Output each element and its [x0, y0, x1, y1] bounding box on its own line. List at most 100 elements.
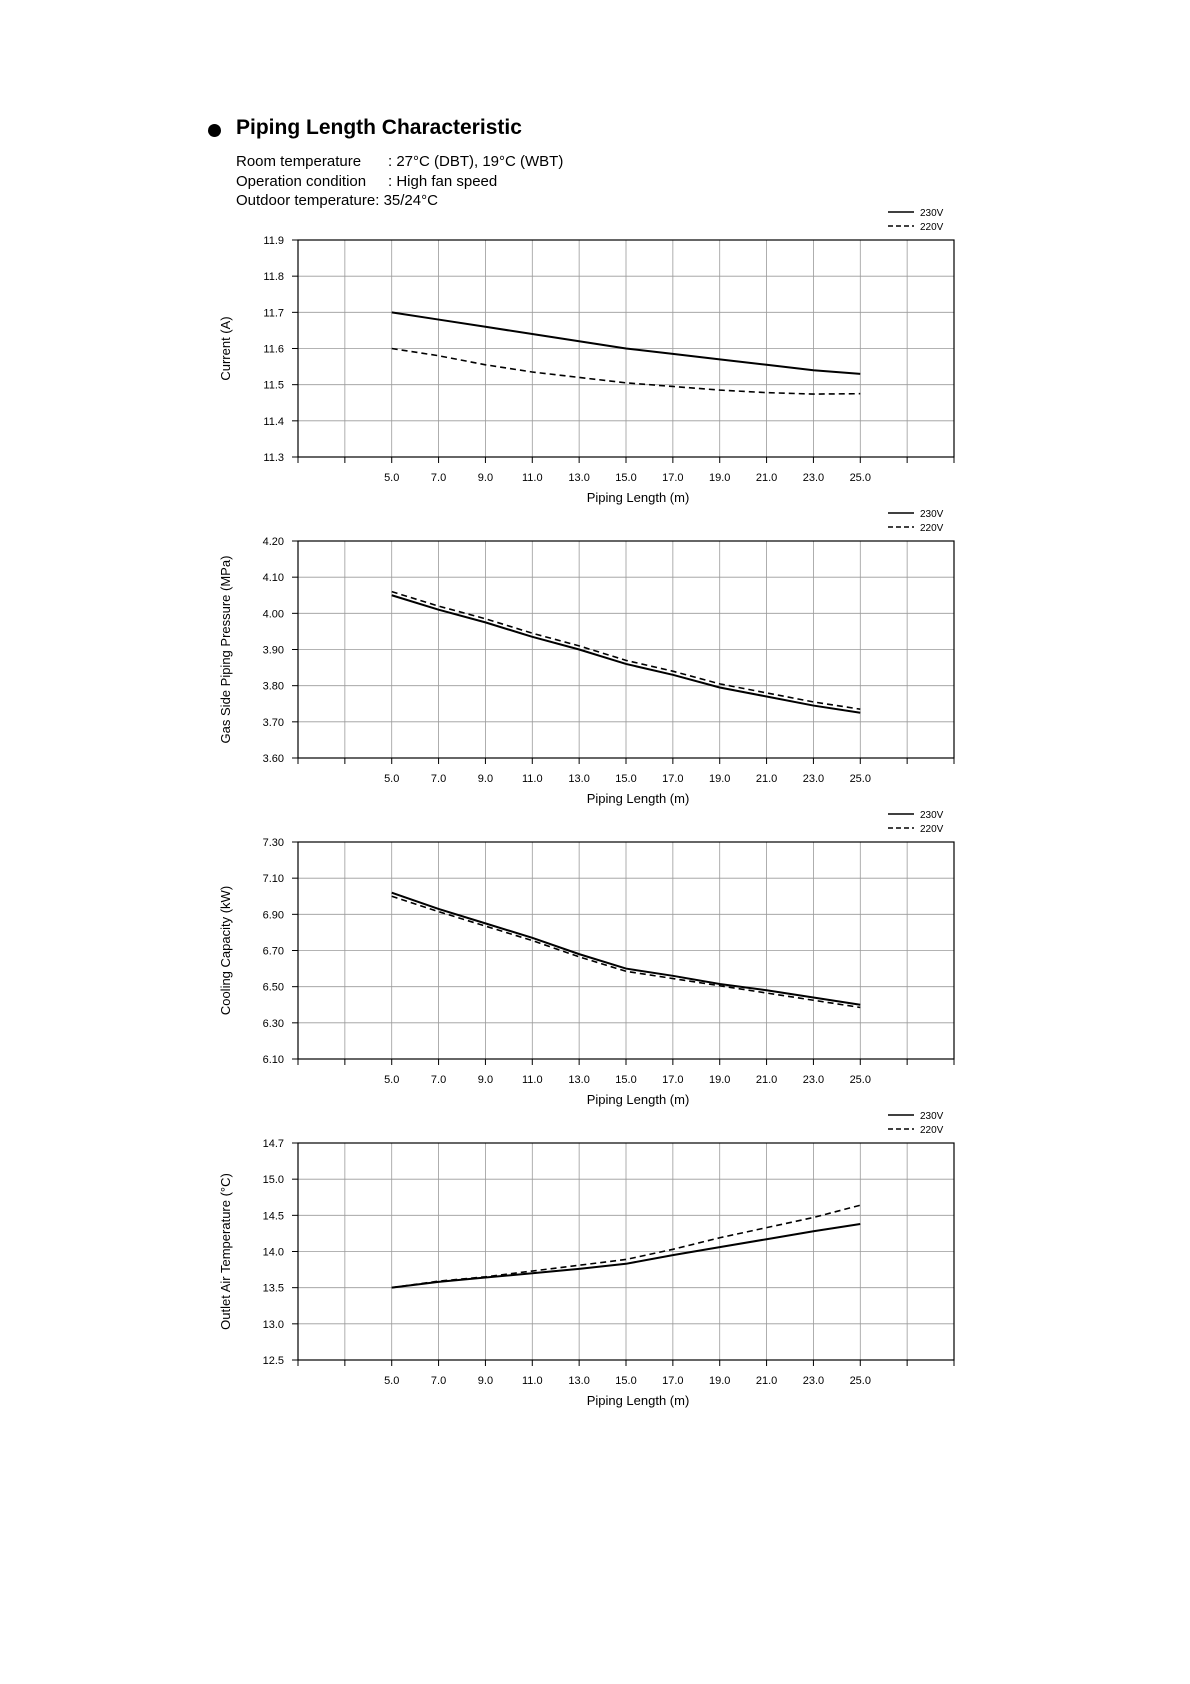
- y-tick-label: 14.0: [263, 1247, 284, 1259]
- x-tick-label: 19.0: [709, 773, 730, 785]
- y-tick-label: 6.50: [263, 982, 284, 994]
- condition-label: Outdoor temperature: [236, 192, 376, 209]
- x-axis-label: Piping Length (m): [587, 490, 690, 505]
- x-tick-label: 11.0: [522, 1074, 543, 1086]
- y-tick-label: 11.4: [263, 416, 284, 428]
- bullet-icon: [208, 124, 221, 137]
- legend-label: 230V: [920, 208, 944, 219]
- x-tick-label: 19.0: [709, 472, 730, 484]
- legend-label: 220V: [920, 1125, 944, 1136]
- x-tick-label: 11.0: [522, 773, 543, 785]
- y-tick-label: 12.5: [263, 1355, 284, 1367]
- x-tick-label: 21.0: [756, 1074, 777, 1086]
- x-tick-label: 19.0: [709, 1375, 730, 1387]
- test-conditions: Room temperature : 27°C (DBT), 19°C (WBT)…: [236, 152, 563, 211]
- x-tick-label: 19.0: [709, 1074, 730, 1086]
- x-tick-label: 7.0: [431, 1074, 446, 1086]
- y-tick-label: 11.9: [263, 235, 284, 247]
- page-title: Piping Length Characteristic: [236, 116, 522, 139]
- plot-frame: [297, 239, 955, 458]
- series-line-230v: [391, 594, 861, 714]
- condition-value: : 27°C (DBT), 19°C (WBT): [388, 153, 564, 170]
- y-tick-label: 3.60: [263, 753, 284, 765]
- series-line-220v: [391, 590, 861, 710]
- y-tick-label: 4.10: [263, 572, 284, 584]
- x-tick-label: 9.0: [478, 1375, 493, 1387]
- y-tick-label: 13.0: [263, 1319, 284, 1331]
- x-tick-label: 15.0: [615, 1375, 636, 1387]
- x-tick-label: 15.0: [615, 1074, 636, 1086]
- x-tick-label: 7.0: [431, 472, 446, 484]
- legend-label: 220V: [920, 523, 944, 534]
- series-line-220v: [391, 895, 861, 1009]
- x-tick-label: 15.0: [615, 773, 636, 785]
- condition-value: : 35/24°C: [375, 192, 438, 209]
- y-tick-label: 3.80: [263, 681, 284, 693]
- condition-row: Room temperature : 27°C (DBT), 19°C (WBT): [236, 152, 563, 172]
- x-tick-label: 25.0: [850, 773, 871, 785]
- x-tick-label: 7.0: [431, 1375, 446, 1387]
- x-tick-label: 13.0: [568, 1074, 589, 1086]
- y-tick-label: 4.20: [263, 536, 284, 548]
- y-tick-label: 11.5: [263, 380, 284, 392]
- x-tick-label: 23.0: [803, 1074, 824, 1086]
- x-tick-label: 25.0: [850, 472, 871, 484]
- x-tick-label: 9.0: [478, 1074, 493, 1086]
- x-tick-label: 5.0: [384, 1375, 399, 1387]
- legend-label: 230V: [920, 810, 944, 821]
- y-axis-label: Cooling Capacity (kW): [218, 886, 233, 1015]
- y-tick-label: 15.0: [263, 1174, 284, 1186]
- condition-value: : High fan speed: [388, 172, 498, 190]
- x-tick-label: 25.0: [850, 1074, 871, 1086]
- condition-row: Operation condition : High fan speed: [236, 172, 563, 192]
- x-tick-label: 17.0: [662, 1074, 683, 1086]
- chart-2: 3.60 3.70 3.80 3.90 4.00 4.10 4.20 5.0 7.0 9.0 11.…: [218, 509, 955, 806]
- legend-label: 230V: [920, 509, 944, 520]
- x-tick-label: 17.0: [662, 472, 683, 484]
- series-line-230v: [391, 891, 861, 1006]
- condition-label: Room temperature: [236, 153, 362, 170]
- x-axis-label: Piping Length (m): [587, 791, 690, 806]
- y-tick-label: 11.8: [263, 271, 284, 283]
- x-tick-label: 21.0: [756, 773, 777, 785]
- condition-row: Outdoor temperature: 35/24°C: [236, 191, 563, 211]
- y-tick-label: 14.7: [263, 1138, 284, 1150]
- x-axis-label: Piping Length (m): [587, 1393, 690, 1408]
- x-tick-label: 11.0: [522, 1375, 543, 1387]
- x-tick-label: 13.0: [568, 472, 589, 484]
- legend-label: 220V: [920, 824, 944, 835]
- y-tick-label: 3.90: [263, 645, 284, 657]
- x-axis-label: Piping Length (m): [587, 1092, 690, 1107]
- x-tick-label: 25.0: [850, 1375, 871, 1387]
- y-tick-label: 6.30: [263, 1018, 284, 1030]
- x-tick-label: 21.0: [756, 1375, 777, 1387]
- x-tick-label: 15.0: [615, 472, 636, 484]
- x-tick-label: 5.0: [384, 472, 399, 484]
- plot-frame: [297, 1142, 955, 1361]
- plot-frame: [297, 841, 955, 1060]
- y-tick-label: 11.3: [263, 452, 284, 464]
- legend-label: 230V: [920, 1111, 944, 1122]
- series-line-220v: [391, 347, 861, 395]
- series-line-230v: [391, 1223, 861, 1289]
- y-tick-label: 11.6: [263, 344, 284, 356]
- y-tick-label: 3.70: [263, 717, 284, 729]
- x-tick-label: 7.0: [431, 773, 446, 785]
- x-tick-label: 23.0: [803, 472, 824, 484]
- x-tick-label: 13.0: [568, 773, 589, 785]
- chart-3: 6.10 6.30 6.50 6.70 6.90 7.10 7.30 5.0 7.0 9.0 11.…: [218, 810, 955, 1107]
- x-tick-label: 17.0: [662, 1375, 683, 1387]
- x-tick-label: 21.0: [756, 472, 777, 484]
- x-tick-label: 5.0: [384, 1074, 399, 1086]
- y-tick-label: 6.10: [263, 1054, 284, 1066]
- x-tick-label: 23.0: [803, 773, 824, 785]
- series-line-230v: [391, 311, 861, 375]
- condition-label: Operation condition: [236, 172, 367, 190]
- y-tick-label: 7.10: [263, 873, 284, 885]
- x-tick-label: 11.0: [522, 472, 543, 484]
- x-tick-label: 17.0: [662, 773, 683, 785]
- y-axis-label: Gas Side Piping Pressure (MPa): [218, 556, 233, 744]
- y-axis-label: Outlet Air Temperature (°C): [218, 1173, 233, 1330]
- y-tick-label: 11.7: [263, 307, 284, 319]
- x-tick-label: 13.0: [568, 1375, 589, 1387]
